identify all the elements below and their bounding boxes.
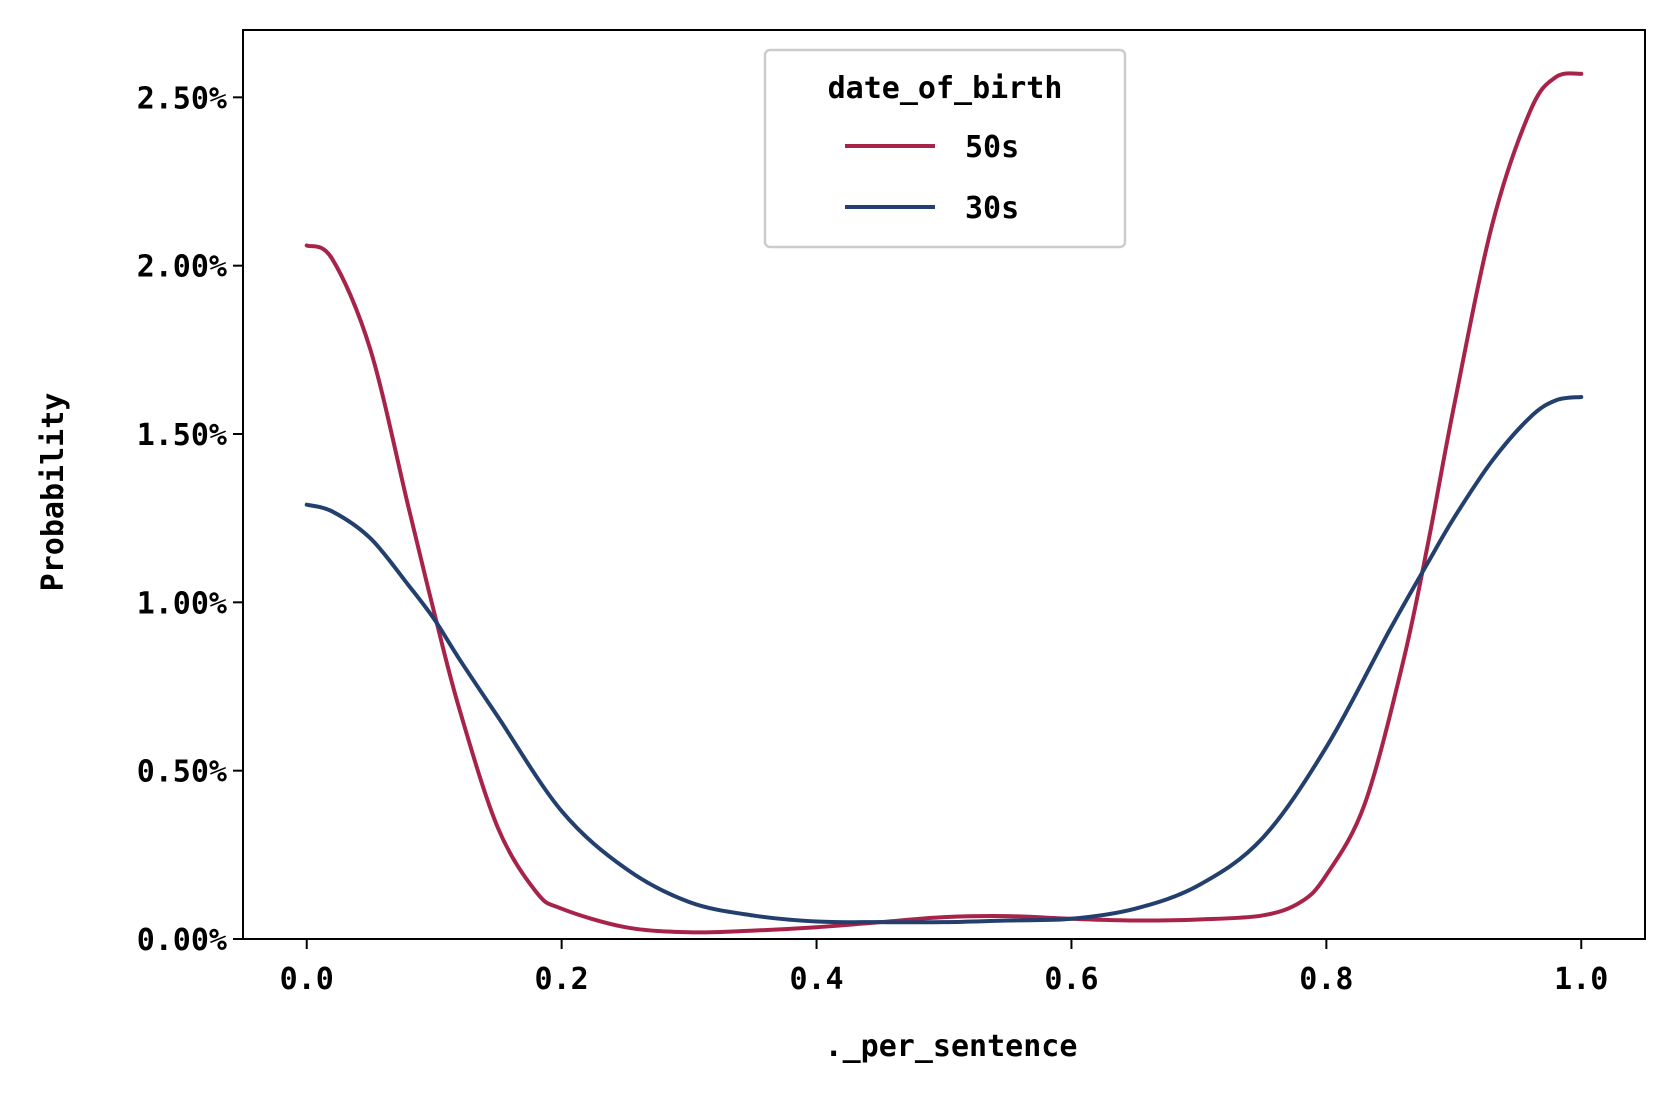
legend-frame: [763, 48, 1127, 249]
legend: date_of_birth 50s 30s: [763, 48, 1127, 249]
x-axis: 0.0 0.2 0.4 0.6 0.8 1.0: [280, 939, 1608, 997]
x-tick-label: 0.0: [280, 962, 334, 997]
x-tick-label: 1.0: [1554, 962, 1608, 997]
y-tick-label: 2.00%: [137, 250, 227, 285]
plot-area: [242, 29, 1646, 940]
x-axis-label: ._per_sentence: [825, 1029, 1078, 1064]
series-layer: [304, 71, 1584, 935]
series-line-50s: [304, 71, 1584, 935]
y-tick-label: 1.00%: [137, 586, 227, 621]
y-tick-label: 0.00%: [137, 923, 227, 958]
legend-title: date_of_birth: [828, 71, 1063, 106]
series-line-30s: [304, 394, 1584, 925]
x-tick-label: 0.4: [789, 962, 843, 997]
y-tick-label: 1.50%: [137, 418, 227, 453]
x-tick-label: 0.2: [535, 962, 589, 997]
plot-frame: [242, 29, 1646, 940]
y-tick-label: 0.50%: [137, 755, 227, 790]
legend-label-30s: 30s: [965, 191, 1019, 226]
y-axis-label: Probability: [36, 393, 71, 592]
y-axis: 0.00% 0.50% 1.00% 1.50% 2.00% 2.50%: [137, 81, 243, 958]
x-tick-label: 0.6: [1044, 962, 1098, 997]
legend-label-50s: 50s: [965, 130, 1019, 165]
y-tick-label: 2.50%: [137, 81, 227, 116]
x-tick-label: 0.8: [1299, 962, 1353, 997]
